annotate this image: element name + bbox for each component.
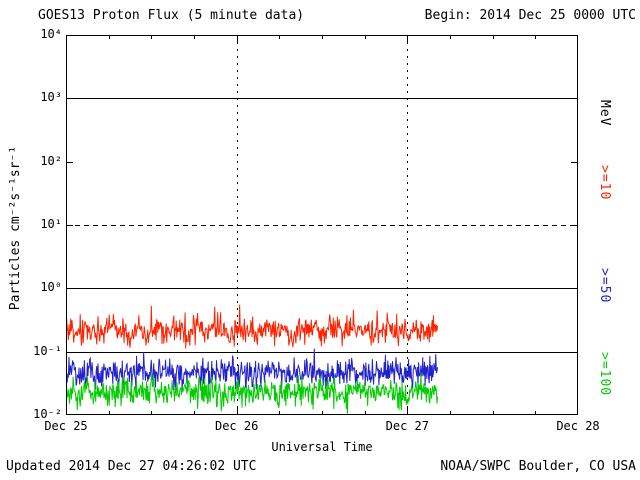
series-label-ge10: >=10: [597, 165, 612, 201]
series-trace-ge10: [65, 304, 439, 349]
series-label-ge100: >=100: [597, 352, 612, 397]
source-attribution: NOAA/SWPC Boulder, CO USA: [440, 459, 636, 474]
begin-time-label: Begin: 2014 Dec 25 0000 UTC: [424, 8, 636, 23]
y-tick-label: 10⁻²: [33, 407, 62, 421]
y-tick-label: 10⁻¹: [33, 343, 62, 358]
series-trace-ge100: [65, 372, 439, 414]
x-tick-label: Dec 27: [385, 419, 429, 433]
x-tick-label: Dec 26: [214, 419, 259, 433]
right-axis-unit-label: MeV: [597, 100, 612, 127]
x-axis-label: Universal Time: [271, 440, 373, 454]
axis-frame: [66, 35, 578, 415]
plot-canvas: [65, 35, 578, 415]
series-label-ge50: >=50: [597, 268, 612, 304]
y-tick-label: 10²: [40, 153, 62, 168]
y-tick-label: 10¹: [40, 217, 62, 231]
series-trace-ge50: [65, 348, 439, 391]
updated-timestamp: Updated 2014 Dec 27 04:26:02 UTC: [6, 459, 257, 474]
y-tick-label: 10³: [40, 90, 62, 105]
y-tick-label: 10⁰: [40, 280, 62, 295]
x-tick-label: Dec 25: [44, 419, 88, 433]
chart-title: GOES13 Proton Flux (5 minute data): [38, 8, 305, 23]
plot-area: [65, 35, 578, 415]
x-tick-label: Dec 28: [556, 419, 600, 433]
y-tick-label: 10⁴: [40, 27, 62, 41]
